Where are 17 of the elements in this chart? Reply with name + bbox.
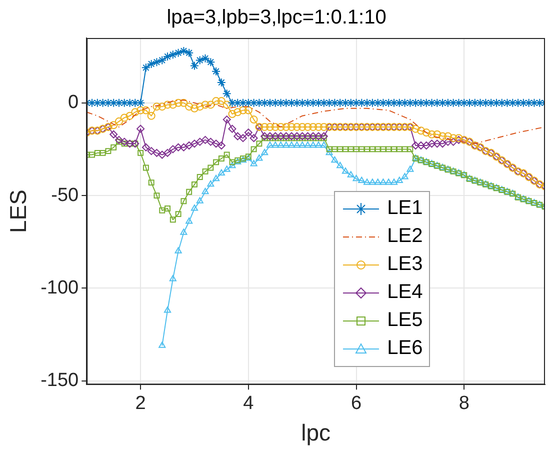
y-axis-title: LES — [5, 190, 32, 234]
legend-label: LE4 — [387, 281, 423, 304]
legend-label: LE2 — [387, 225, 423, 248]
y-tick-label: -150 — [40, 370, 79, 392]
legend-label: LE5 — [387, 309, 423, 332]
legend-label: LE6 — [387, 337, 423, 360]
x-tick-label: 2 — [135, 393, 146, 414]
x-axis-title: lpc — [301, 420, 331, 446]
x-tick-label: 6 — [350, 393, 362, 414]
chart-title: lpa=3,lpb=3,lpc=1:0.1:10 — [166, 6, 386, 29]
legend-label: LE3 — [387, 253, 423, 276]
y-tick-label: -100 — [40, 277, 79, 298]
y-tick-label: -50 — [51, 184, 79, 206]
x-tick-label: 8 — [458, 393, 470, 414]
x-tick-label: 4 — [243, 393, 254, 414]
legend-label: LE1 — [387, 197, 423, 220]
y-tick-label: 0 — [68, 92, 79, 114]
